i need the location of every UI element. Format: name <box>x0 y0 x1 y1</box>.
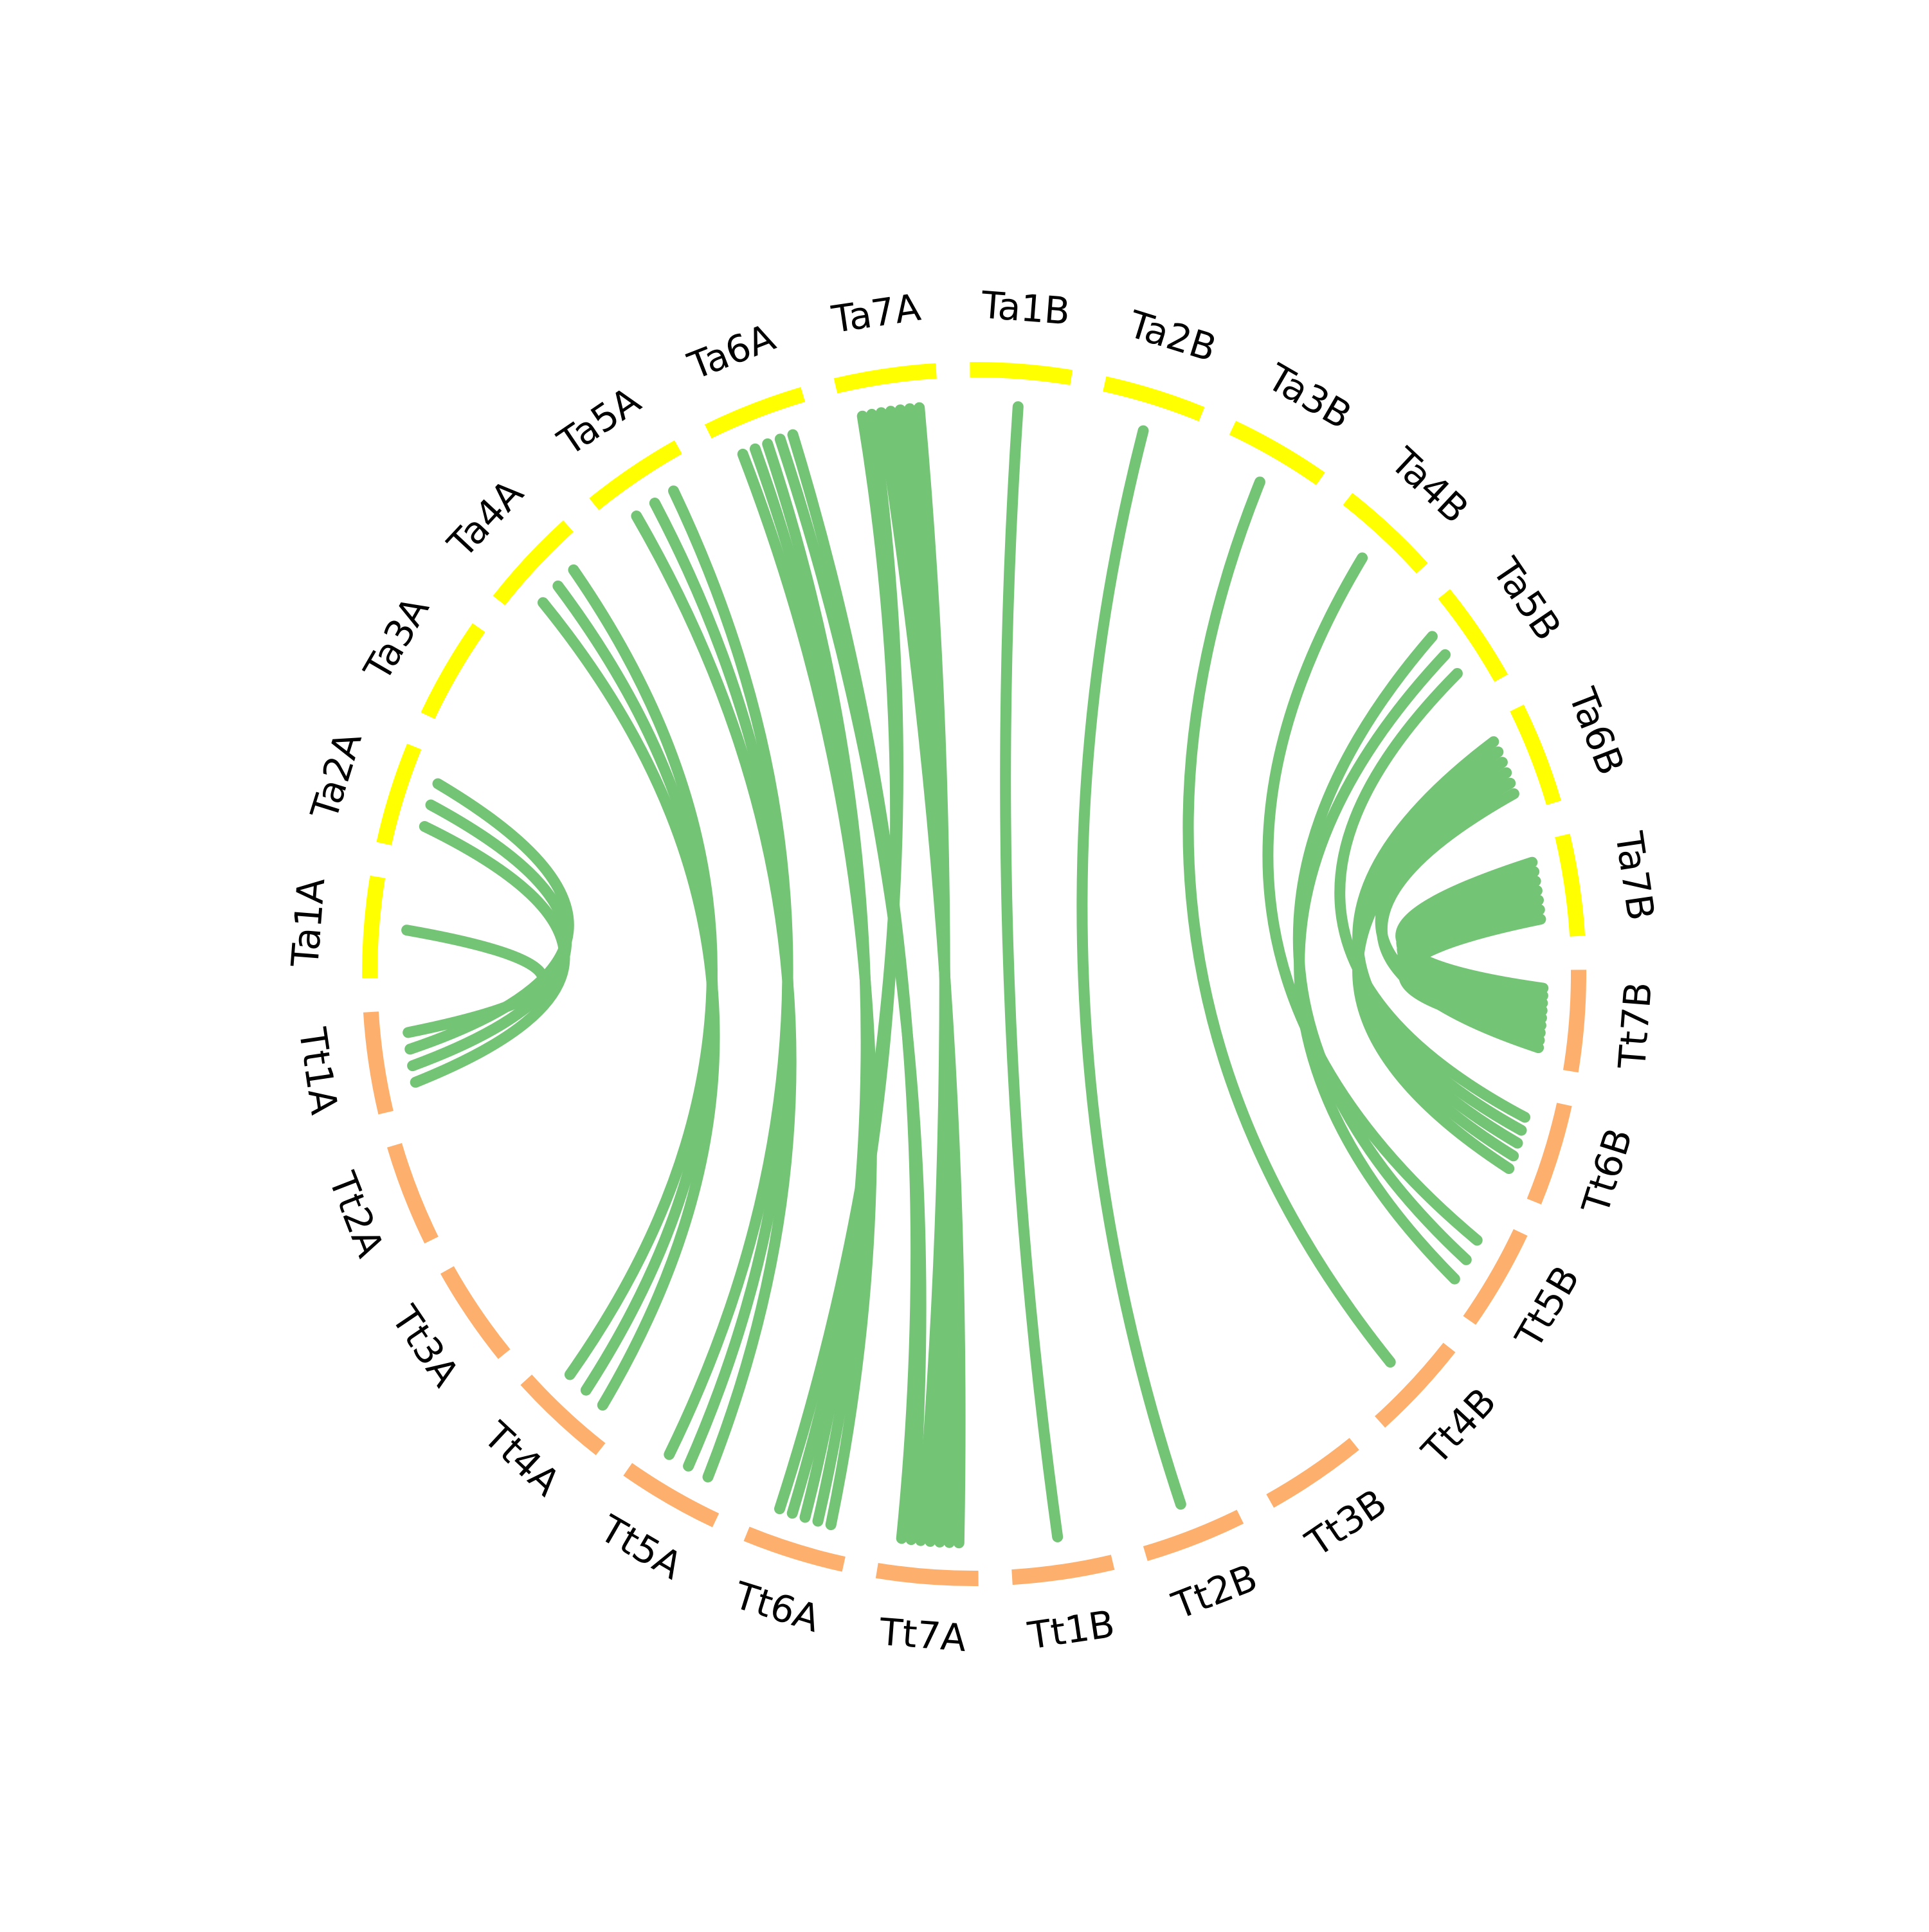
segment-label-tt4b: Tt4B <box>1413 1380 1505 1474</box>
segment-label-tt5a: Tt5A <box>592 1506 690 1588</box>
link-tt4b-ta3b-24 <box>1182 476 1396 1368</box>
segment-tt1a <box>363 1011 394 1115</box>
segment-label-tt1a: Tt1A <box>290 1025 346 1118</box>
segments-layer <box>361 361 1587 1587</box>
segment-label-ta5a: Ta5A <box>550 378 648 464</box>
segment-ta6b <box>1510 704 1562 806</box>
link-tt5b-ta4b-25 <box>1262 552 1483 1246</box>
links-layer <box>401 401 1549 1549</box>
segment-label-ta7b: Ta7B <box>1607 828 1663 923</box>
link-tt7a-ta6a-21 <box>787 429 922 1544</box>
segment-ta7b <box>1555 833 1586 937</box>
segment-ta7a <box>833 363 937 393</box>
segment-label-tt7a: Tt7A <box>878 1610 968 1660</box>
segment-label-ta3a: Ta3A <box>355 589 438 689</box>
segment-tt5b <box>1463 1229 1528 1325</box>
link-tt1b-ta1b-22 <box>1000 401 1064 1542</box>
segment-tt1b <box>1011 1555 1115 1585</box>
segment-ta2b <box>1103 376 1205 422</box>
segment-ta2a <box>376 743 422 845</box>
segment-tt6b <box>1526 1103 1572 1205</box>
segment-ta6a <box>704 386 806 438</box>
segment-ta3b <box>1229 420 1325 485</box>
segment-label-ta6b: Ta6B <box>1560 682 1633 781</box>
link-tt2b-ta2b-23 <box>1076 425 1186 1510</box>
segment-label-tt6b: Tt6B <box>1573 1123 1641 1220</box>
segment-ta4b <box>1343 492 1428 573</box>
segment-label-tt7b: Tt7B <box>1610 980 1660 1071</box>
segment-ta1b <box>970 361 1073 386</box>
segment-label-tt3a: Tt3A <box>383 1297 468 1395</box>
segment-ta3a <box>421 623 485 719</box>
segment-ta5b <box>1438 589 1508 682</box>
segment-tt7b <box>1562 970 1587 1073</box>
segment-label-tt1b: Tt1B <box>1024 1602 1117 1657</box>
segment-tt7a <box>875 1562 979 1587</box>
segment-tt3a <box>440 1266 511 1359</box>
link-tt5a-ta5a-9 <box>664 485 793 1460</box>
link-tt6b-ta5b-28 <box>1334 668 1530 1123</box>
segment-label-tt3b: Tt3B <box>1298 1480 1395 1565</box>
segment-label-ta2a: Ta2A <box>302 727 370 825</box>
segment-label-tt4a: Tt4A <box>475 1413 569 1505</box>
segment-tt4b <box>1375 1342 1456 1428</box>
segment-label-ta6a: Ta6A <box>682 315 781 388</box>
link-tt6a-ta7a-14 <box>774 408 903 1515</box>
link-tt1a-ta1a-3 <box>401 925 548 1038</box>
segment-label-ta4b: Ta4B <box>1382 439 1477 532</box>
segment-tt6a <box>743 1526 846 1572</box>
segment-label-ta1a: Ta1A <box>283 876 333 969</box>
segment-tt2b <box>1143 1510 1244 1562</box>
segment-label-ta5b: Ta5B <box>1483 550 1570 648</box>
segment-ta4a <box>493 520 574 606</box>
segment-label-ta2b: Ta2B <box>1123 302 1222 370</box>
segment-label-ta7a: Ta7A <box>829 285 924 342</box>
segment-label-ta4a: Ta4A <box>439 471 532 566</box>
link-tt7a-ta7a-19 <box>914 402 950 1546</box>
segment-ta5a <box>589 440 682 510</box>
segment-ta1a <box>361 875 386 979</box>
segment-label-tt2a: Tt2A <box>320 1166 393 1263</box>
segment-tt2a <box>386 1142 439 1244</box>
link-tt5b-ta5b-27 <box>1294 649 1460 1285</box>
segment-tt5a <box>623 1463 720 1528</box>
segment-label-tt5b: Tt5B <box>1507 1258 1588 1356</box>
segment-label-tt6a: Tt6A <box>729 1573 825 1641</box>
segment-tt4a <box>520 1375 606 1456</box>
segment-label-ta3b: Ta3B <box>1260 355 1359 438</box>
link-tt4a-ta4a-6 <box>564 564 718 1380</box>
segment-tt3b <box>1266 1438 1359 1508</box>
segment-label-ta1b: Ta1B <box>979 283 1072 333</box>
link-tt7b-ta6b-41 <box>1376 788 1544 1053</box>
segment-label-tt2b: Tt2B <box>1166 1556 1263 1629</box>
